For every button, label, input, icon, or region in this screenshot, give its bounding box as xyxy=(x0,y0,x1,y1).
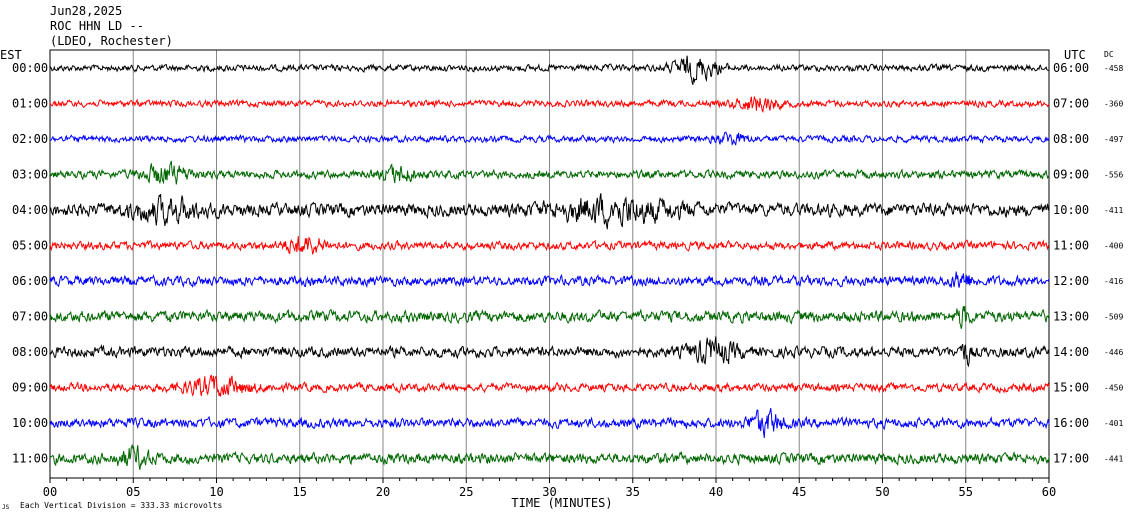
x-tick-label: 20 xyxy=(376,485,390,499)
row-labels: 00:00 06:00 -458 01:00 07:00 -360 02:00 08:00 -4… xyxy=(12,61,1123,466)
utc-hour-label: 15:00 xyxy=(1053,381,1089,395)
trace-0000 xyxy=(49,55,1050,85)
dc-offset-label: -401 xyxy=(1104,419,1123,428)
trace-0900 xyxy=(49,374,1050,397)
trace-0300 xyxy=(49,160,1050,185)
dc-offset-label: -556 xyxy=(1104,171,1123,180)
trace-0800 xyxy=(49,336,1050,368)
x-tick-label: 60 xyxy=(1042,485,1056,499)
header-date: Jun28,2025 xyxy=(50,4,122,18)
utc-hour-label: 12:00 xyxy=(1053,274,1089,288)
utc-hour-label: 16:00 xyxy=(1053,416,1089,430)
grid-lines xyxy=(49,49,1050,483)
dc-offset-label: -446 xyxy=(1104,348,1123,357)
utc-hour-label: 09:00 xyxy=(1053,168,1089,182)
est-axis-label: EST xyxy=(0,48,22,62)
x-tick-label: 55 xyxy=(959,485,973,499)
scale-note: Each Vertical Division = 333.33 microvol… xyxy=(20,501,222,510)
trace-1000 xyxy=(49,408,1050,438)
dc-offset-label: -360 xyxy=(1104,100,1123,109)
est-hour-label: 09:00 xyxy=(12,381,48,395)
dc-offset-label: -416 xyxy=(1104,277,1123,286)
trace-0600 xyxy=(49,271,1050,289)
utc-hour-label: 17:00 xyxy=(1053,452,1089,466)
utc-hour-label: 06:00 xyxy=(1053,61,1089,75)
x-tick-label: 25 xyxy=(459,485,473,499)
est-hour-label: 07:00 xyxy=(12,310,48,324)
trace-0500 xyxy=(49,236,1050,255)
x-tick-label: 30 xyxy=(542,485,556,499)
utc-hour-label: 14:00 xyxy=(1053,345,1089,359)
trace-0200 xyxy=(49,131,1050,146)
utc-hour-label: 11:00 xyxy=(1053,239,1089,253)
x-tick-label: 35 xyxy=(626,485,640,499)
dc-offset-label: -411 xyxy=(1104,206,1123,215)
dc-offset-label: -450 xyxy=(1104,384,1123,393)
est-hour-label: 06:00 xyxy=(12,274,48,288)
est-hour-label: 01:00 xyxy=(12,97,48,111)
x-tick-label: 50 xyxy=(875,485,889,499)
trace-0700 xyxy=(49,305,1050,329)
est-hour-label: 04:00 xyxy=(12,203,48,217)
est-hour-label: 11:00 xyxy=(12,452,48,466)
utc-hour-label: 10:00 xyxy=(1053,203,1089,217)
x-axis-title: TIME (MINUTES) xyxy=(511,496,612,510)
est-hour-label: 08:00 xyxy=(12,345,48,359)
dc-offset-label: -458 xyxy=(1104,64,1123,73)
est-hour-label: 05:00 xyxy=(12,239,48,253)
trace-1100 xyxy=(49,443,1050,470)
x-tick-label: 15 xyxy=(293,485,307,499)
traces xyxy=(49,55,1050,470)
header-network: (LDEO, Rochester) xyxy=(50,34,173,48)
x-tick-label: 10 xyxy=(209,485,223,499)
dc-offset-label: -441 xyxy=(1104,455,1123,464)
utc-hour-label: 13:00 xyxy=(1053,310,1089,324)
header-station: ROC HHN LD -- xyxy=(50,19,144,33)
utc-hour-label: 07:00 xyxy=(1053,97,1089,111)
x-tick-label: 00 xyxy=(43,485,57,499)
scale-mark: JS xyxy=(2,504,10,511)
x-tick-label: 45 xyxy=(792,485,806,499)
plot-frame xyxy=(49,49,1050,479)
est-hour-label: 02:00 xyxy=(12,132,48,146)
x-tick-label: 05 xyxy=(126,485,140,499)
x-tick-labels: 00 05 10 15 20 25 30 35 40 45 50 55 60 xyxy=(43,485,1056,499)
utc-axis-label: UTC xyxy=(1064,48,1086,62)
dc-offset-label: -509 xyxy=(1104,313,1123,322)
trace-0100 xyxy=(49,95,1050,114)
est-hour-label: 00:00 xyxy=(12,61,48,75)
dc-label: DC xyxy=(1104,50,1114,59)
x-tick-label: 40 xyxy=(709,485,723,499)
dc-offset-label: -497 xyxy=(1104,135,1123,144)
trace-0400 xyxy=(49,193,1050,230)
est-hour-label: 10:00 xyxy=(12,416,48,430)
dc-offset-label: -400 xyxy=(1104,242,1123,251)
est-hour-label: 03:00 xyxy=(12,168,48,182)
utc-hour-label: 08:00 xyxy=(1053,132,1089,146)
